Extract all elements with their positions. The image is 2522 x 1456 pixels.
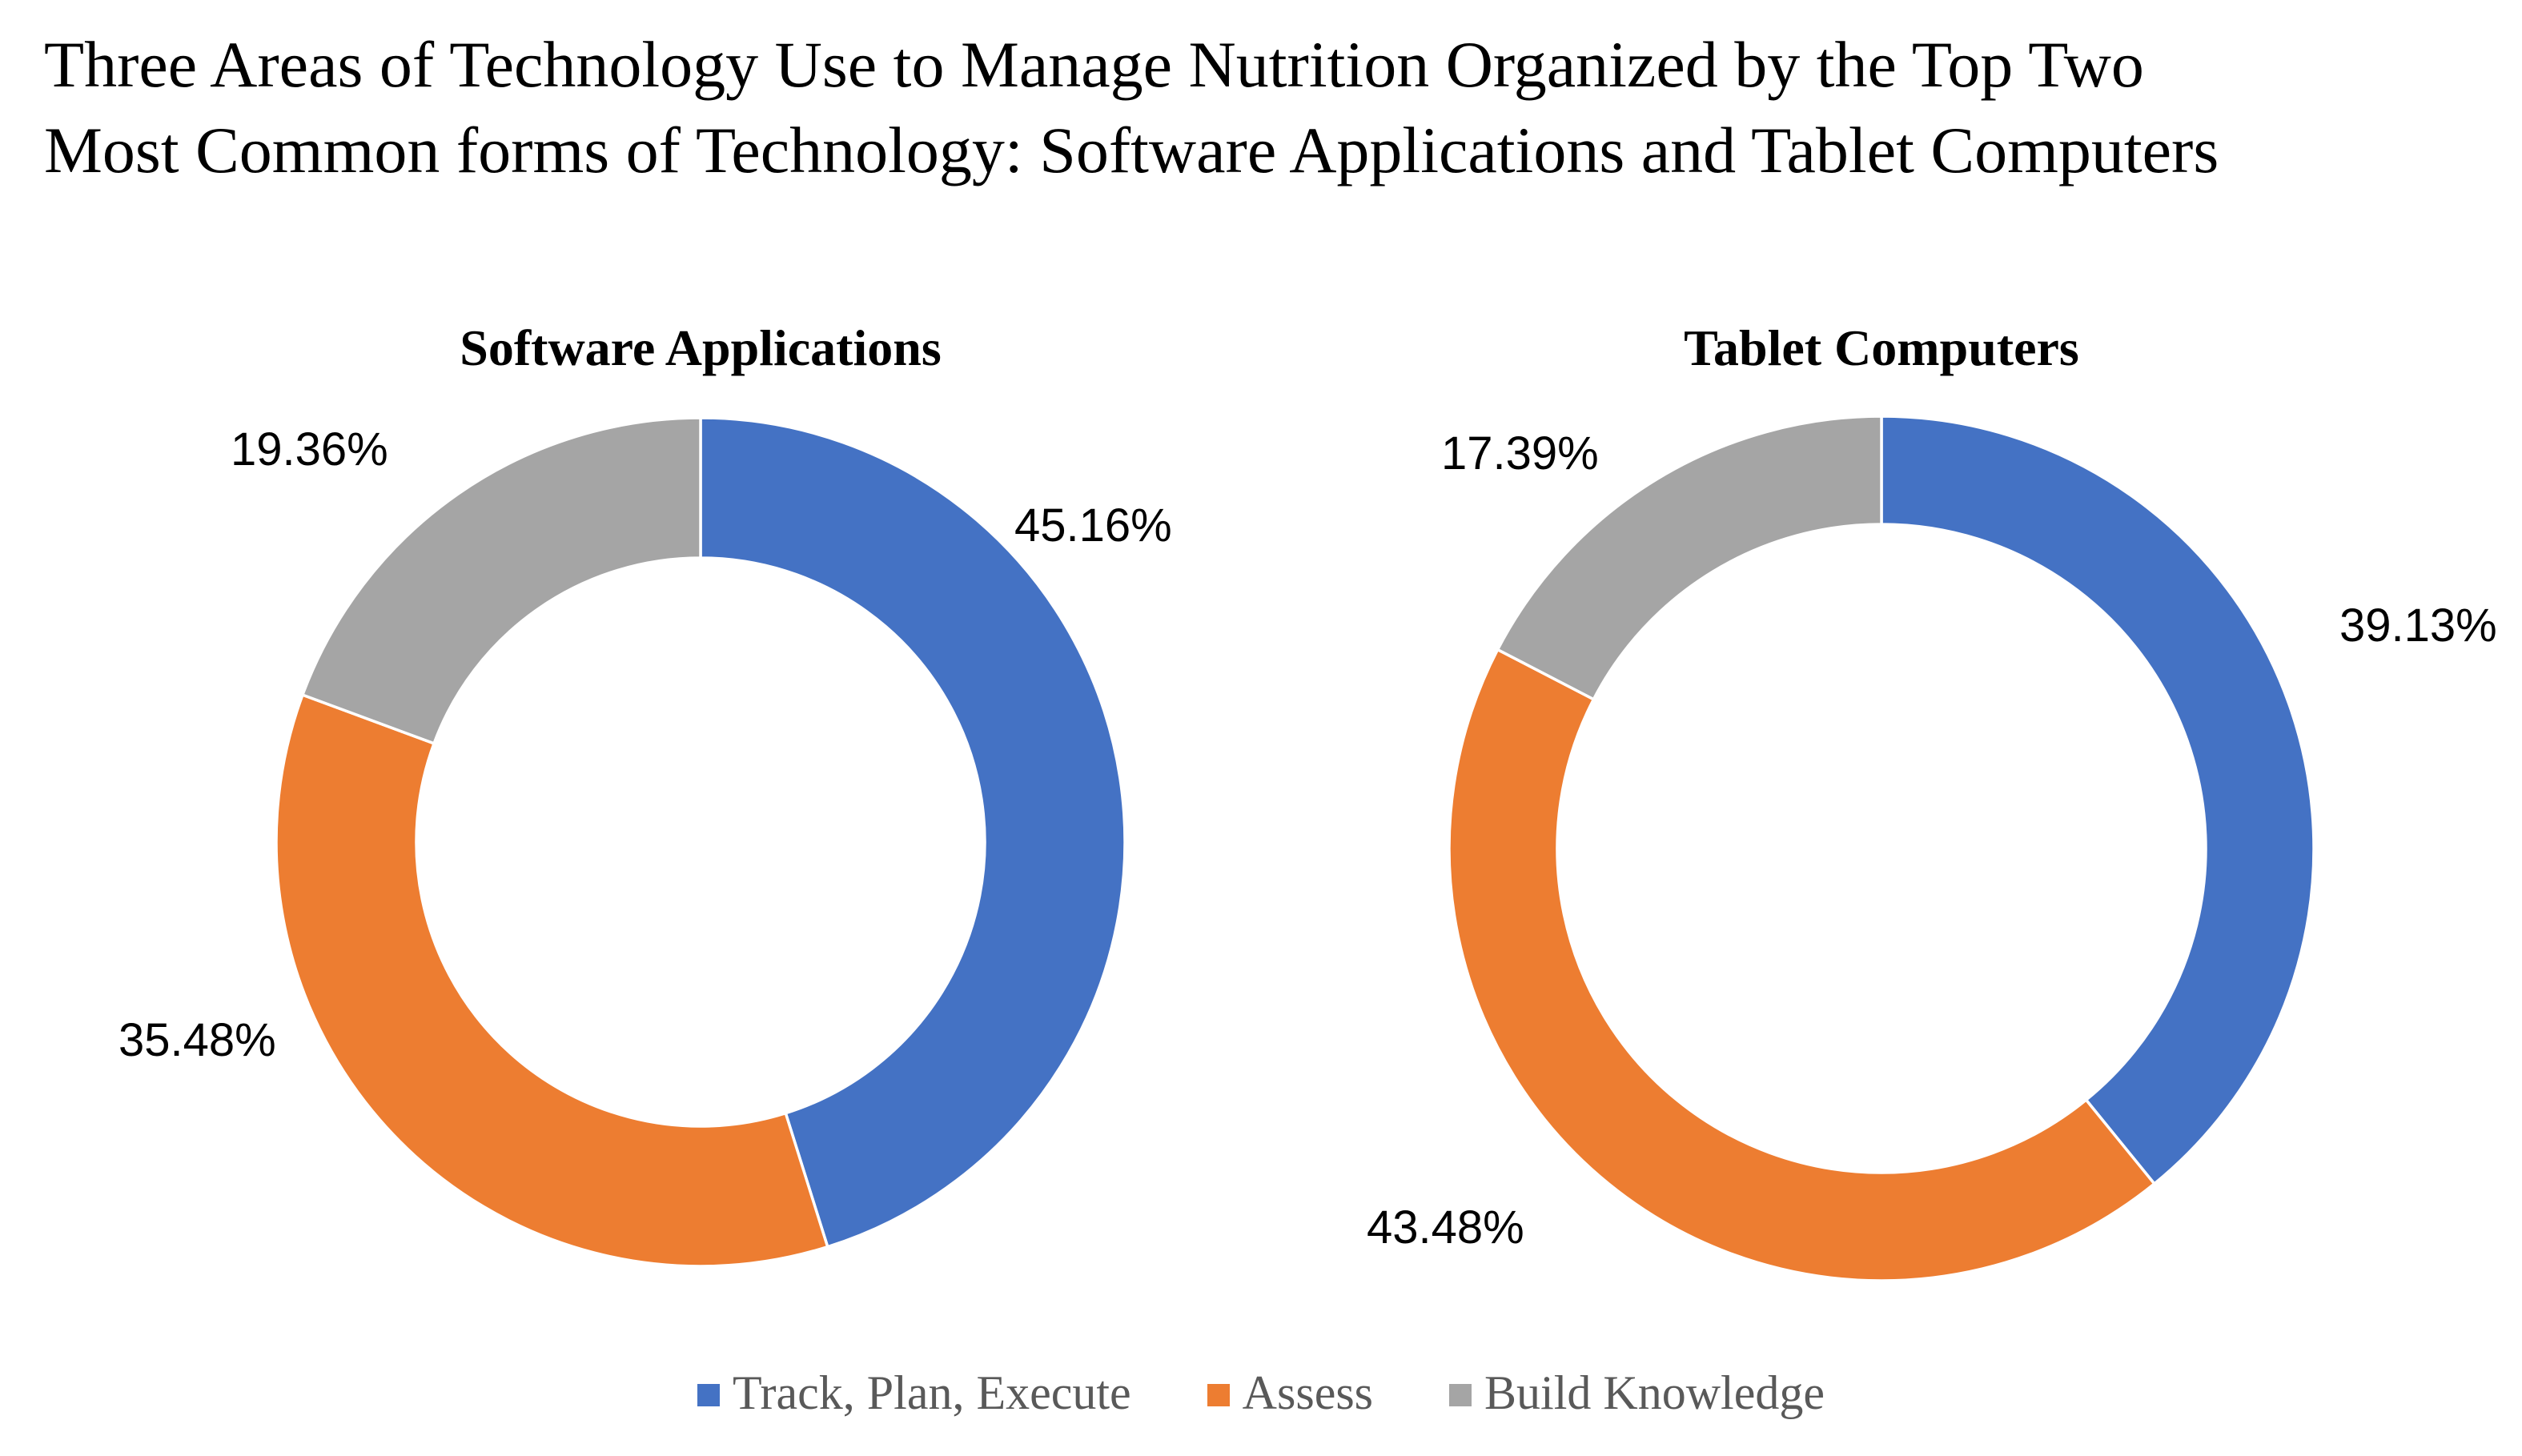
donut-segment-assess <box>275 693 829 1268</box>
data-label-software-build-knowledge: 19.36% <box>231 423 388 475</box>
chart-title-software-applications: Software Applications <box>460 319 942 376</box>
legend-item-build-knowledge: Build Knowledge <box>1449 1366 1825 1421</box>
legend-label-build-knowledge: Build Knowledge <box>1484 1366 1825 1419</box>
figure-title: Three Areas of Technology Use to Manage … <box>44 22 2494 193</box>
data-label-software-track-plan-execute: 45.16% <box>1014 499 1172 552</box>
data-label-tablet-assess: 43.48% <box>1367 1201 1524 1253</box>
donut-segment-track-plan-execute <box>1880 415 2315 1185</box>
donut-segment-assess <box>1448 648 2156 1282</box>
legend-label-assess: Assess <box>1242 1366 1374 1419</box>
data-label-software-assess: 35.48% <box>118 1014 276 1066</box>
legend-swatch-orange-icon <box>1207 1383 1230 1406</box>
legend-item-track-plan-execute: Track, Plan, Execute <box>697 1366 1131 1421</box>
chart-legend: Track, Plan, Execute Assess Build Knowle… <box>0 1366 2522 1421</box>
figure-title-line1: Three Areas of Technology Use to Manage … <box>44 28 2144 101</box>
legend-label-track-plan-execute: Track, Plan, Execute <box>733 1366 1131 1419</box>
donut-segment-track-plan-execute <box>699 416 1126 1249</box>
data-label-tablet-build-knowledge: 17.39% <box>1441 427 1599 479</box>
data-label-tablet-track-plan-execute: 39.13% <box>2339 600 2497 652</box>
legend-swatch-gray-icon <box>1449 1383 1472 1406</box>
donut-segment-build-knowledge <box>1496 415 1883 701</box>
donut-segment-build-knowledge <box>301 416 702 745</box>
legend-item-assess: Assess <box>1207 1366 1373 1421</box>
legend-swatch-blue-icon <box>697 1383 720 1406</box>
chart-title-tablet-computers: Tablet Computers <box>1684 319 2079 376</box>
donut-chart-tablet-computers <box>1448 415 2315 1282</box>
figure-title-line2: Most Common forms of Technology: Softwar… <box>44 113 2219 187</box>
donut-chart-software-applications <box>275 416 1126 1268</box>
